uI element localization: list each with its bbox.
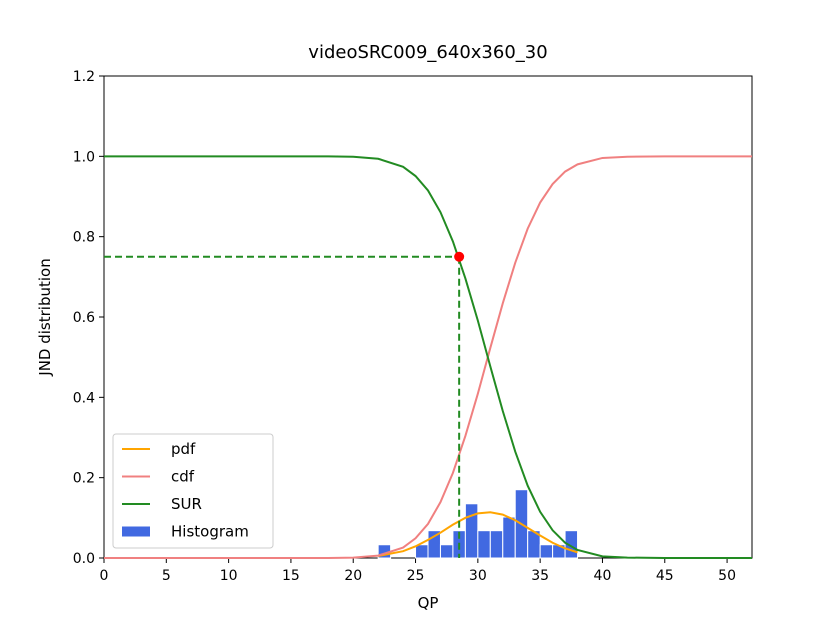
histogram-bar (539, 544, 554, 559)
y-tick-label: 0.0 (73, 551, 95, 567)
x-tick-label: 35 (531, 568, 549, 584)
x-tick-label: 30 (469, 568, 487, 584)
x-tick-label: 25 (407, 568, 425, 584)
legend-label: pdf (171, 440, 196, 458)
y-tick-label: 0.8 (73, 230, 95, 246)
y-tick-label: 1.0 (73, 149, 95, 165)
x-tick-label: 20 (344, 568, 362, 584)
x-tick-label: 0 (100, 568, 109, 584)
histogram-bar (489, 530, 504, 559)
y-tick-label: 0.6 (73, 310, 95, 326)
legend-box (112, 433, 274, 549)
histogram-bar (415, 544, 429, 559)
line-sur (104, 155, 752, 559)
y-tick-label: 0.2 (73, 471, 95, 487)
histogram-bar (464, 503, 479, 559)
histogram-bar (439, 544, 454, 559)
x-axis-label: QP (418, 594, 439, 612)
legend-label: SUR (171, 495, 202, 513)
y-tick-label: 1.2 (73, 69, 95, 85)
y-tick-label: 0.4 (73, 390, 95, 406)
x-tick-label: 40 (594, 568, 612, 584)
line-pdf (377, 511, 578, 557)
legend-label: Histogram (171, 523, 249, 541)
x-tick-label: 5 (162, 568, 171, 584)
chart-title: videoSRC009_640x360_30 (308, 42, 547, 63)
histogram-bar (502, 516, 516, 559)
legend-swatch (122, 526, 150, 537)
x-tick-label: 50 (718, 568, 736, 584)
x-tick-label: 10 (220, 568, 238, 584)
x-tick-label: 15 (282, 568, 300, 584)
y-axis-label: JND distribution (36, 258, 54, 376)
histogram-bar (477, 530, 491, 559)
x-tick-label: 45 (656, 568, 674, 584)
line-cdf (104, 155, 752, 559)
legend: pdf cdf SUR Histogram (112, 433, 274, 549)
marker-point (454, 251, 465, 262)
legend-label: cdf (171, 468, 195, 486)
